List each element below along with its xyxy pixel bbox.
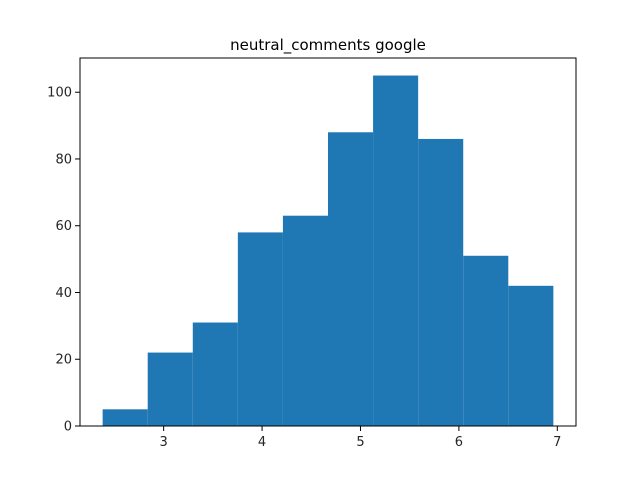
x-tick-label: 5 [356, 435, 364, 450]
chart-title: neutral_comments google [230, 36, 426, 55]
y-tick-label: 20 [55, 353, 72, 368]
histogram-bar [282, 215, 328, 426]
bars-group [102, 75, 554, 427]
histogram-bar [328, 132, 374, 426]
y-axis: 0 20 40 60 80 100 [47, 86, 80, 435]
y-tick-label: 80 [55, 152, 72, 167]
histogram-bar [373, 75, 419, 427]
histogram-bar [147, 352, 193, 426]
histogram-bar [102, 409, 148, 426]
x-tick-label: 3 [160, 435, 168, 450]
histogram-bar [192, 322, 238, 426]
plot-frame [79, 57, 577, 427]
histogram-bar [463, 255, 509, 426]
histogram-bar [508, 285, 554, 426]
x-axis: 3 4 5 6 7 [160, 426, 561, 450]
y-tick-label: 60 [55, 219, 72, 234]
histogram-bar [237, 232, 283, 426]
y-tick-label: 40 [55, 286, 72, 301]
y-tick-label: 100 [47, 86, 72, 101]
x-tick-label: 4 [258, 435, 266, 450]
histogram-bar [418, 138, 464, 427]
x-tick-label: 6 [455, 435, 463, 450]
x-tick-label: 7 [553, 435, 561, 450]
y-tick-label: 0 [64, 420, 72, 435]
